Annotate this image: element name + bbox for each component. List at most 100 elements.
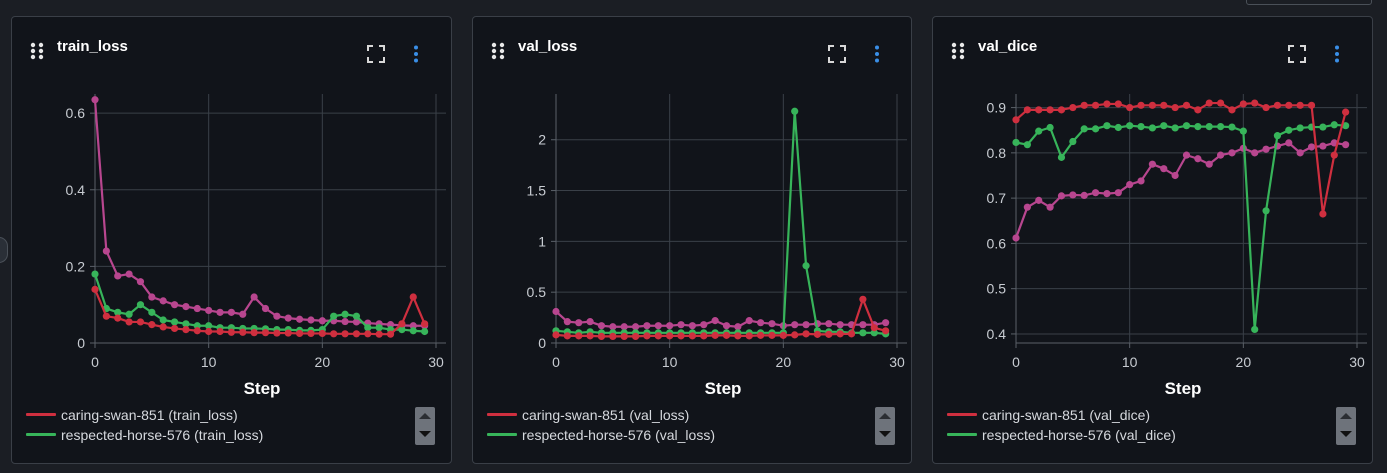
data-point[interactable] xyxy=(318,317,326,325)
data-point[interactable] xyxy=(859,295,867,303)
series-line[interactable] xyxy=(93,99,425,327)
more-vertical-icon[interactable] xyxy=(874,45,880,63)
data-point[interactable] xyxy=(1273,101,1282,109)
data-point[interactable] xyxy=(1035,196,1043,204)
data-point[interactable] xyxy=(757,319,765,327)
data-point[interactable] xyxy=(1137,177,1145,185)
data-point[interactable] xyxy=(318,329,326,338)
data-point[interactable] xyxy=(1057,106,1066,114)
data-point[interactable] xyxy=(1319,210,1327,218)
data-point[interactable] xyxy=(273,329,281,337)
data-point[interactable] xyxy=(597,322,606,330)
data-point[interactable] xyxy=(1023,141,1031,149)
data-point[interactable] xyxy=(688,322,696,330)
data-point[interactable] xyxy=(1330,151,1338,159)
series-line[interactable] xyxy=(1015,123,1346,331)
data-point[interactable] xyxy=(250,293,258,301)
data-point[interactable] xyxy=(216,327,224,336)
more-vertical-icon[interactable] xyxy=(1334,45,1340,63)
data-point[interactable] xyxy=(813,330,822,338)
data-point[interactable] xyxy=(193,304,201,313)
data-point[interactable] xyxy=(757,331,765,339)
data-point[interactable] xyxy=(170,318,179,326)
data-point[interactable] xyxy=(261,329,270,337)
data-point[interactable] xyxy=(409,293,417,301)
scroll-down-icon[interactable] xyxy=(879,431,891,437)
data-point[interactable] xyxy=(1296,101,1304,109)
data-point[interactable] xyxy=(1103,100,1111,108)
scroll-down-icon[interactable] xyxy=(1340,431,1352,437)
data-point[interactable] xyxy=(1114,123,1122,132)
data-point[interactable] xyxy=(227,308,235,316)
data-point[interactable] xyxy=(102,247,110,255)
scroll-up-icon[interactable] xyxy=(1340,413,1352,419)
data-point[interactable] xyxy=(205,306,213,315)
data-point[interactable] xyxy=(688,332,696,340)
data-point[interactable] xyxy=(677,332,685,340)
data-point[interactable] xyxy=(1251,99,1259,107)
data-point[interactable] xyxy=(364,330,372,338)
data-point[interactable] xyxy=(882,319,890,327)
data-point[interactable] xyxy=(563,332,571,340)
data-point[interactable] xyxy=(284,329,292,337)
data-point[interactable] xyxy=(1239,100,1247,108)
data-point[interactable] xyxy=(1217,151,1225,159)
data-point[interactable] xyxy=(1046,203,1054,211)
data-point[interactable] xyxy=(575,332,583,340)
data-point[interactable] xyxy=(193,322,201,330)
data-point[interactable] xyxy=(1182,151,1191,159)
data-point[interactable] xyxy=(700,321,708,329)
data-point[interactable] xyxy=(114,308,122,316)
data-point[interactable] xyxy=(1057,192,1066,200)
data-point[interactable] xyxy=(734,332,742,340)
data-point[interactable] xyxy=(136,301,145,309)
data-point[interactable] xyxy=(791,107,799,115)
data-point[interactable] xyxy=(609,323,617,331)
data-point[interactable] xyxy=(193,327,201,335)
data-point[interactable] xyxy=(859,329,867,337)
data-point[interactable] xyxy=(631,332,640,340)
data-point[interactable] xyxy=(409,322,417,330)
data-point[interactable] xyxy=(91,285,99,293)
data-point[interactable] xyxy=(1205,160,1213,168)
data-point[interactable] xyxy=(802,262,810,270)
data-point[interactable] xyxy=(882,327,890,335)
data-point[interactable] xyxy=(296,329,304,338)
data-point[interactable] xyxy=(1307,101,1316,109)
data-point[interactable] xyxy=(847,330,856,338)
data-point[interactable] xyxy=(375,324,383,332)
data-point[interactable] xyxy=(1069,137,1077,146)
data-point[interactable] xyxy=(1239,127,1247,135)
data-point[interactable] xyxy=(1069,191,1077,199)
data-point[interactable] xyxy=(330,330,338,338)
data-point[interactable] xyxy=(1046,106,1054,114)
expand-icon[interactable] xyxy=(828,45,846,63)
data-point[interactable] xyxy=(552,331,560,339)
more-vertical-icon[interactable] xyxy=(413,45,419,63)
legend-scroll-control[interactable] xyxy=(415,407,435,445)
data-point[interactable] xyxy=(159,323,167,331)
data-point[interactable] xyxy=(1091,125,1100,133)
data-point[interactable] xyxy=(227,328,235,336)
data-point[interactable] xyxy=(421,327,429,336)
data-point[interactable] xyxy=(1023,106,1031,114)
data-point[interactable] xyxy=(1273,132,1282,140)
data-point[interactable] xyxy=(552,307,560,316)
data-point[interactable] xyxy=(205,327,213,336)
data-point[interactable] xyxy=(148,321,156,329)
data-point[interactable] xyxy=(1285,101,1293,109)
data-point[interactable] xyxy=(1262,145,1270,153)
data-point[interactable] xyxy=(296,315,304,323)
data-point[interactable] xyxy=(631,323,640,331)
data-point[interactable] xyxy=(654,322,662,330)
data-point[interactable] xyxy=(1342,141,1350,149)
data-point[interactable] xyxy=(1114,100,1122,108)
data-point[interactable] xyxy=(1194,106,1202,114)
data-point[interactable] xyxy=(1205,122,1213,131)
data-point[interactable] xyxy=(1342,122,1350,130)
data-point[interactable] xyxy=(1137,101,1145,109)
data-point[interactable] xyxy=(870,329,878,337)
data-point[interactable] xyxy=(159,297,167,305)
drag-handle-icon[interactable] xyxy=(491,42,505,60)
data-point[interactable] xyxy=(1080,101,1088,109)
